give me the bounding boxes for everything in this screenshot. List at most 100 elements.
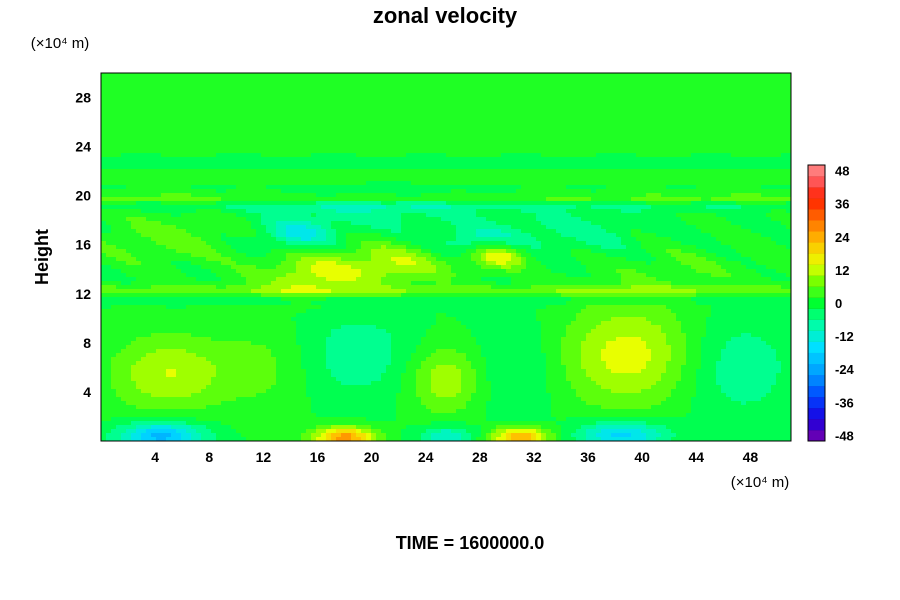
field-cell (426, 153, 432, 158)
field-cell (511, 157, 517, 162)
field-cell (296, 173, 302, 178)
field-cell (391, 177, 397, 182)
field-cell (771, 101, 777, 106)
field-cell (111, 113, 117, 118)
field-cell (226, 113, 232, 118)
field-cell (291, 93, 297, 98)
field-cell (596, 181, 602, 186)
field-cell (651, 213, 657, 218)
field-cell (751, 121, 757, 126)
field-cell (386, 141, 392, 146)
field-cell (166, 161, 172, 166)
field-cell (396, 117, 402, 122)
field-cell (746, 101, 752, 106)
field-cell (746, 169, 752, 174)
field-cell (671, 213, 677, 218)
field-cell (606, 185, 612, 190)
field-cell (161, 93, 167, 98)
field-cell (241, 209, 247, 214)
field-cell (761, 153, 767, 158)
field-cell (311, 85, 317, 90)
field-cell (391, 77, 397, 82)
field-cell (456, 173, 462, 178)
field-cell (336, 153, 342, 158)
field-cell (116, 153, 122, 158)
field-cell (176, 193, 182, 198)
field-cell (176, 129, 182, 134)
field-cell (666, 73, 672, 78)
field-cell (301, 97, 307, 102)
field-cell (211, 209, 217, 214)
field-cell (531, 73, 537, 78)
field-cell (466, 189, 472, 194)
field-cell (596, 129, 602, 134)
field-cell (586, 205, 592, 210)
field-cell (426, 177, 432, 182)
field-cell (156, 161, 162, 166)
field-cell (601, 73, 607, 78)
field-cell (351, 109, 357, 114)
field-cell (751, 73, 757, 78)
field-cell (476, 89, 482, 94)
field-cell (191, 205, 197, 210)
field-cell (571, 89, 577, 94)
field-cell (306, 109, 312, 114)
field-cell (666, 189, 672, 194)
field-cell (726, 197, 732, 202)
field-cell (771, 181, 777, 186)
field-cell (486, 177, 492, 182)
field-cell (706, 133, 712, 138)
field-cell (356, 205, 362, 210)
field-cell (221, 157, 227, 162)
field-cell (451, 105, 457, 110)
field-cell (696, 133, 702, 138)
field-cell (286, 137, 292, 142)
field-cell (241, 121, 247, 126)
field-cell (701, 105, 707, 110)
field-cell (416, 173, 422, 178)
field-cell (116, 77, 122, 82)
field-cell (386, 133, 392, 138)
field-cell (661, 101, 667, 106)
field-cell (281, 77, 287, 82)
field-cell (646, 77, 652, 82)
field-cell (176, 149, 182, 154)
field-cell (201, 217, 207, 222)
field-cell (526, 181, 532, 186)
field-cell (321, 97, 327, 102)
field-cell (626, 209, 632, 214)
field-cell (121, 89, 127, 94)
field-cell (496, 173, 502, 178)
field-cell (336, 197, 342, 202)
field-cell (116, 177, 122, 182)
field-cell (556, 213, 562, 218)
field-cell (261, 129, 267, 134)
field-cell (331, 173, 337, 178)
field-cell (501, 73, 507, 78)
field-cell (751, 153, 757, 158)
field-cell (686, 73, 692, 78)
field-cell (681, 109, 687, 114)
field-cell (776, 185, 782, 190)
field-cell (701, 213, 707, 218)
field-cell (386, 101, 392, 106)
field-cell (406, 73, 412, 78)
field-cell (701, 113, 707, 118)
field-cell (146, 213, 152, 218)
field-cell (236, 105, 242, 110)
field-cell (581, 189, 587, 194)
field-cell (331, 205, 337, 210)
field-cell (206, 145, 212, 150)
field-cell (501, 77, 507, 82)
field-cell (661, 77, 667, 82)
field-cell (746, 125, 752, 130)
field-cell (311, 157, 317, 162)
field-cell (271, 141, 277, 146)
field-cell (591, 181, 597, 186)
field-cell (356, 185, 362, 190)
field-cell (436, 97, 442, 102)
field-cell (351, 201, 357, 206)
field-cell (506, 161, 512, 166)
field-cell (296, 141, 302, 146)
field-cell (241, 77, 247, 82)
